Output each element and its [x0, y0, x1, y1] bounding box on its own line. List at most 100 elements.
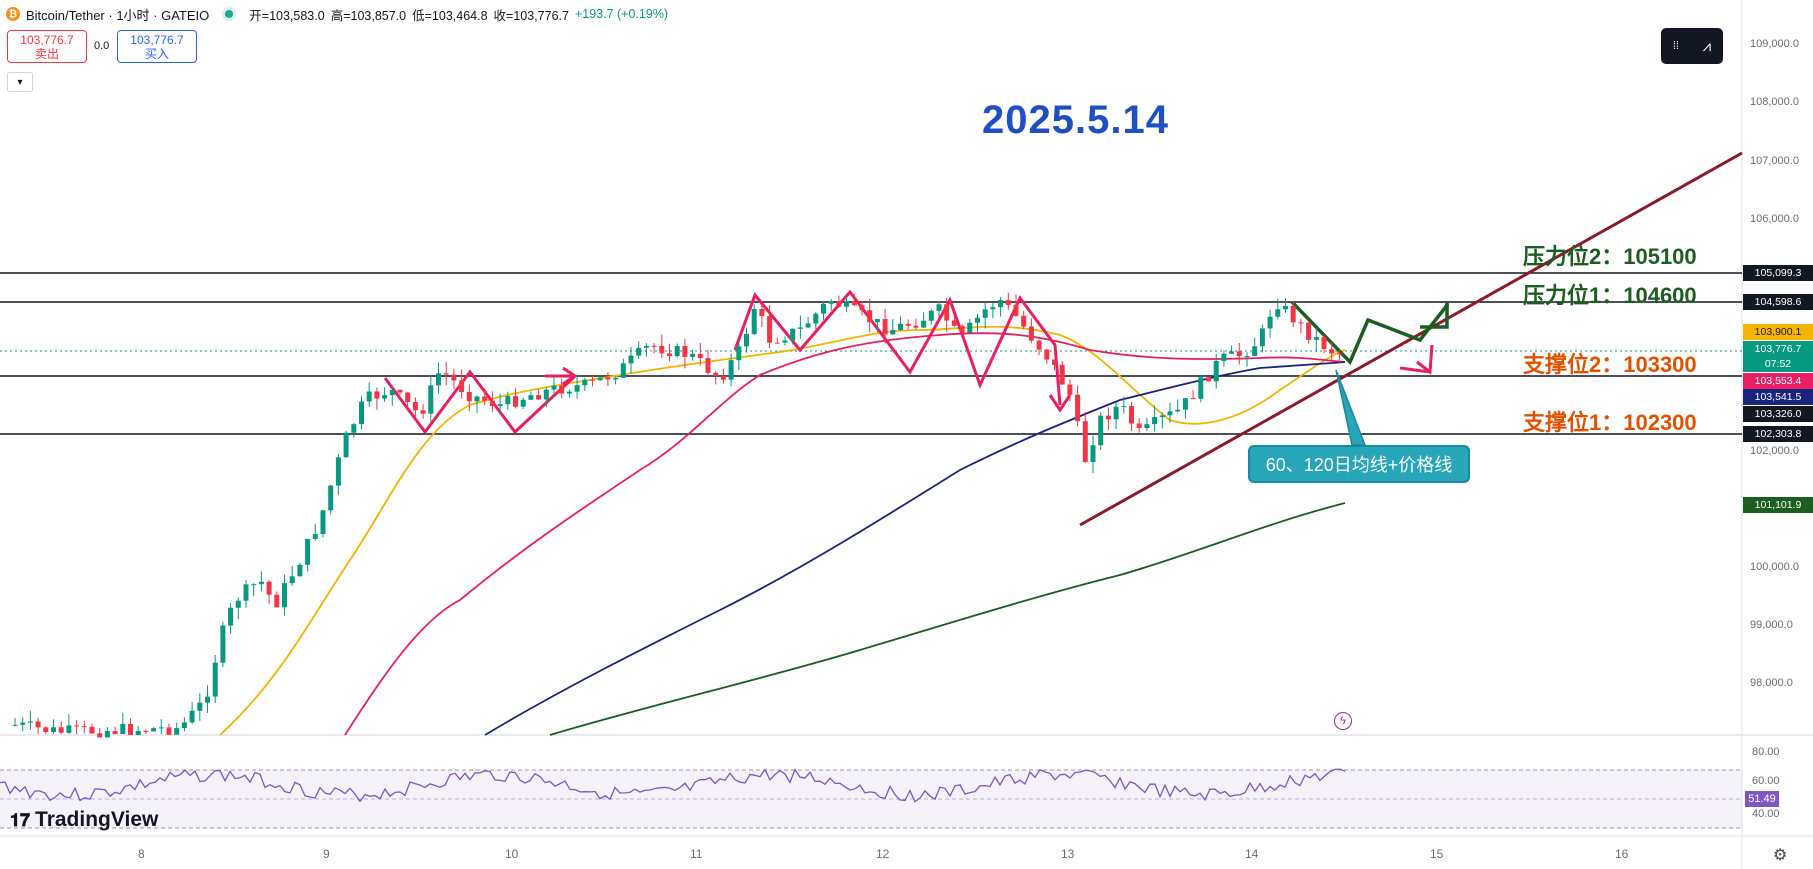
candle-body [536, 395, 542, 400]
sell-button[interactable]: 103,776.7 卖出 [7, 30, 87, 63]
candle-body [151, 728, 157, 732]
price-tick: 99,000.0 [1750, 619, 1793, 631]
symbol-title[interactable]: Bitcoin/Tether · 1小时 · GATEIO [26, 7, 210, 23]
rsi-tick: 80.00 [1752, 746, 1780, 758]
candle-body [1213, 360, 1219, 382]
candle-body [489, 400, 495, 406]
buy-button[interactable]: 103,776.7 买入 [117, 30, 197, 63]
candle-body [189, 710, 195, 723]
time-tick: 11 [690, 847, 703, 861]
candle-body [266, 581, 272, 595]
projection-green-path [1290, 300, 1450, 366]
price-label-ma-pink: 103,553.4 [1743, 373, 1813, 389]
tradingview-logo[interactable]: 𝟏𝟕 TradingView [10, 808, 158, 832]
lightning-icon[interactable]: ϟ [1334, 712, 1352, 730]
rising-trendline [1079, 151, 1743, 527]
candle-body [874, 319, 880, 323]
price-tick: 98,000.0 [1750, 677, 1793, 689]
rsi-line [0, 768, 1346, 803]
support1-label: 支撑位1：102300 [1523, 410, 1697, 435]
candle-body [89, 726, 95, 734]
candle-body [1121, 406, 1127, 408]
candle-body [1190, 398, 1196, 400]
rsi-band-fill [0, 770, 1742, 828]
candle-body [1090, 445, 1096, 463]
candle-body [982, 309, 988, 318]
candle-body [782, 340, 788, 343]
candle-body [1159, 415, 1165, 418]
projection-pink-arrow [1399, 344, 1434, 375]
candle-body [1306, 322, 1312, 340]
candle-body [890, 330, 896, 335]
line-chart-icon: ⩘ [1702, 37, 1712, 55]
countdown-label: 07:52 [1743, 356, 1813, 372]
chart-toggle-button[interactable]: ⁞⁞ ⩘ [1661, 28, 1723, 64]
support2-label: 支撑位2：103300 [1523, 352, 1697, 377]
candle-body [197, 702, 203, 711]
chevron-down-icon[interactable]: ▾ [7, 72, 33, 92]
candle-body [720, 375, 726, 380]
candle-body [258, 581, 264, 585]
candle-body [1105, 415, 1111, 420]
candle-body [228, 607, 234, 626]
candle-body [1144, 424, 1150, 429]
candle-body [1275, 309, 1281, 317]
candle-body [320, 510, 326, 535]
price-tick: 106,000.0 [1750, 213, 1799, 225]
ma-navy-line [484, 361, 1346, 736]
candle-body [636, 347, 642, 356]
candle-body [66, 725, 72, 733]
candle-body [1059, 364, 1065, 385]
price-label-support1: 102,303.8 [1743, 426, 1813, 442]
candle-body [20, 722, 26, 725]
candle-body [1290, 305, 1296, 323]
candle-body [474, 396, 480, 402]
candle-body [27, 721, 33, 723]
projection-green-arrowhead [1420, 302, 1449, 329]
sell-price: 103,776.7 [20, 32, 74, 47]
candle-body [1082, 421, 1088, 463]
candle-body [482, 396, 488, 401]
candle-body [174, 728, 180, 735]
time-tick: 15 [1430, 847, 1444, 861]
candle-body [643, 345, 649, 348]
candle-body [528, 395, 534, 400]
gear-icon[interactable]: ⚙ [1773, 847, 1788, 864]
zigzag-left [383, 369, 577, 435]
candle-body [951, 320, 957, 326]
candle-body [659, 345, 665, 354]
candle-body [505, 396, 511, 405]
candle-body [135, 730, 141, 736]
time-tick: 10 [505, 847, 519, 861]
candle-body [1052, 359, 1057, 365]
candle-body [243, 584, 249, 601]
candle-body [628, 355, 634, 364]
candle-body [759, 308, 765, 317]
ohlc-open: 开=103,583.0 [249, 8, 325, 23]
candle-body [867, 310, 873, 323]
buy-price: 103,776.7 [130, 32, 184, 47]
candle-body [551, 385, 557, 390]
candle-body [751, 308, 757, 334]
candle-body [1005, 300, 1011, 305]
candle-body [1252, 346, 1258, 357]
candle-body [821, 303, 826, 314]
candle-body [697, 353, 703, 359]
candle-body [220, 625, 226, 663]
candle-body [1244, 356, 1250, 358]
candle-body [312, 534, 318, 539]
resistance1-label: 压力位1：104600 [1523, 283, 1697, 308]
time-tick: 9 [323, 847, 330, 861]
candle-body [882, 319, 888, 335]
price-tick: 108,000.0 [1750, 96, 1799, 108]
candle-body [967, 322, 973, 333]
candle-body [613, 377, 619, 380]
candle-body [128, 724, 133, 736]
candle-body [859, 305, 865, 311]
candle-body [97, 733, 103, 738]
candle-body [405, 392, 411, 403]
candle-body [975, 317, 980, 323]
candle-body [513, 396, 518, 407]
candle-body [928, 310, 934, 321]
